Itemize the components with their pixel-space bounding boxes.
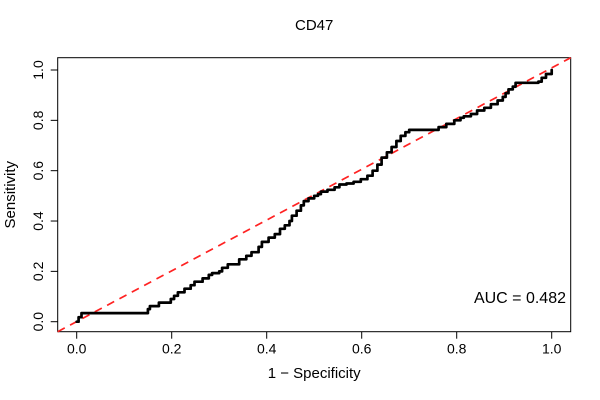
y-axis-tick-label: 0.8 (30, 110, 46, 130)
y-axis-label: Sensitivity (2, 160, 19, 228)
x-axis-tick-label: 0.2 (162, 341, 182, 357)
x-axis-tick-label: 0.0 (67, 341, 87, 357)
x-axis-tick-label: 0.6 (352, 341, 372, 357)
y-axis-tick-label: 0.6 (30, 161, 46, 181)
chart-title: CD47 (295, 17, 333, 34)
y-axis-tick-label: 0.0 (30, 312, 46, 332)
y-axis-tick-label: 1.0 (30, 60, 46, 80)
x-axis-tick-label: 0.4 (257, 341, 277, 357)
y-axis-tick-label: 0.4 (30, 211, 46, 231)
x-axis-label: 1 − Specificity (268, 365, 361, 382)
x-axis-tick-label: 0.8 (447, 341, 467, 357)
y-axis-tick-label: 0.2 (30, 261, 46, 281)
auc-annotation: AUC = 0.482 (474, 290, 566, 307)
x-axis-tick-label: 1.0 (542, 341, 562, 357)
roc-curve (75, 68, 554, 324)
plot-box (57, 57, 572, 333)
